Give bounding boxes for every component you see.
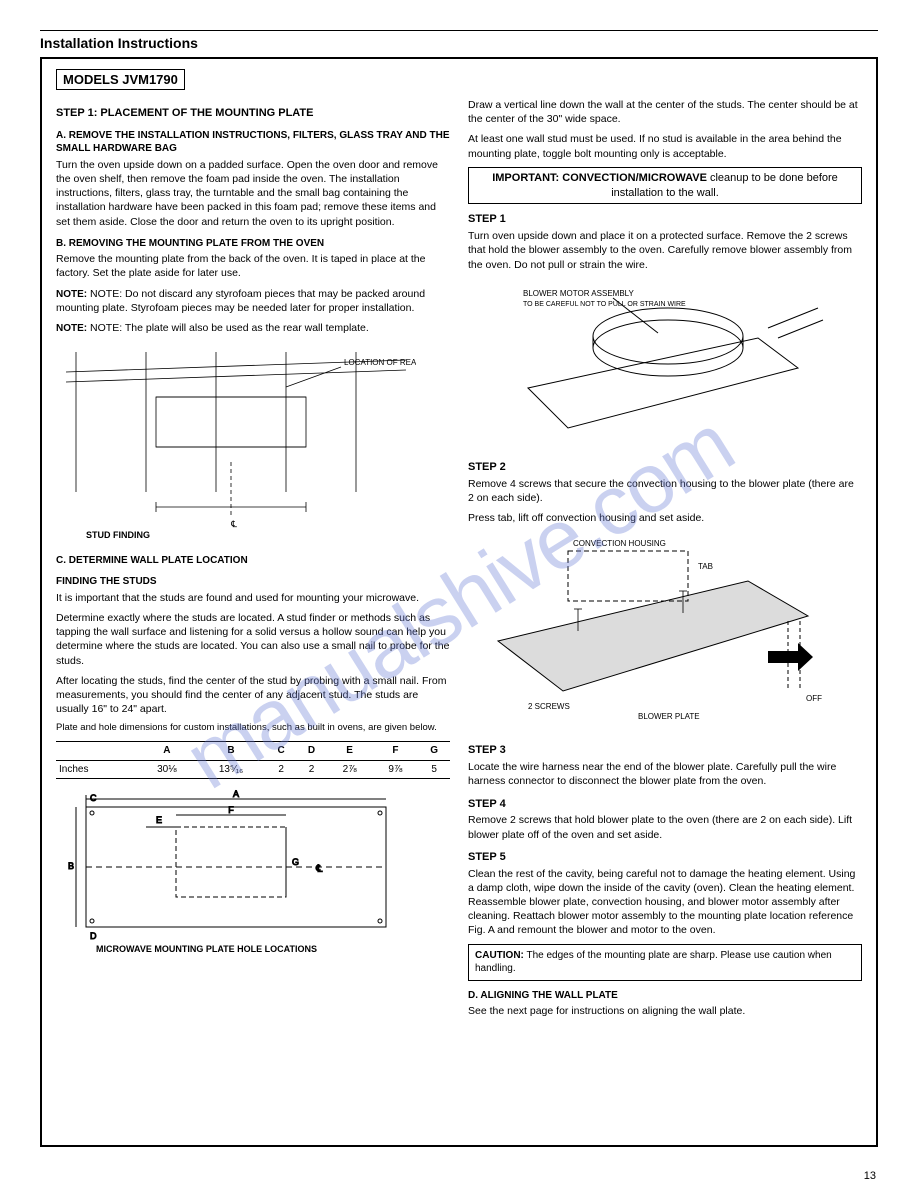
table-header: A bbox=[138, 742, 197, 761]
svg-text:F: F bbox=[228, 805, 234, 815]
r-step1-head: STEP 1 bbox=[468, 212, 862, 227]
table-header bbox=[56, 742, 138, 761]
svg-text:B: B bbox=[68, 861, 74, 871]
r-step1-body: Turn oven upside down and place it on a … bbox=[468, 229, 862, 272]
caution-box: CAUTION: The edges of the mounting plate… bbox=[468, 944, 862, 981]
table-header: G bbox=[418, 742, 450, 761]
r-step5-head: STEP 5 bbox=[468, 850, 862, 865]
sub-c-sub: FINDING THE STUDS bbox=[56, 575, 450, 589]
r-step3-body: Locate the wire harness near the end of … bbox=[468, 760, 862, 788]
dimensions-table: A B C D E F G Inches 30⅛ 13⁵⁄₁₆ 2 2 2⅞ 9… bbox=[56, 741, 450, 779]
note-label: NOTE: bbox=[56, 323, 87, 334]
sub-d-heading: D. ALIGNING THE WALL PLATE bbox=[468, 989, 862, 1003]
housing-label: CONVECTION HOUSING bbox=[573, 539, 666, 548]
sub-c-body2: Determine exactly where the studs are lo… bbox=[56, 611, 450, 668]
blowerplate-label: BLOWER PLATE bbox=[638, 712, 700, 721]
r-step2-body1: Remove 4 screws that secure the convecti… bbox=[468, 477, 862, 505]
plate-dims-title: Plate and hole dimensions for custom ins… bbox=[56, 722, 450, 735]
sub-d-body: See the next page for instructions on al… bbox=[468, 1004, 862, 1018]
svg-text:E: E bbox=[156, 815, 162, 825]
models-box: MODELS JVM1790 bbox=[56, 69, 185, 90]
mounting-plate-svg: A F B C D E bbox=[56, 787, 416, 957]
convection-housing-svg: CONVECTION HOUSING TAB 2 SCREWS BLOWER P… bbox=[468, 531, 828, 731]
content-frame: MODELS JVM1790 STEP 1: PLACEMENT OF THE … bbox=[40, 57, 878, 1147]
off-label: OFF bbox=[806, 694, 822, 703]
table-header-row: A B C D E F G bbox=[56, 742, 450, 761]
table-row: Inches 30⅛ 13⁵⁄₁₆ 2 2 2⅞ 9⅞ 5 bbox=[56, 760, 450, 779]
step1-heading: STEP 1: PLACEMENT OF THE MOUNTING PLATE bbox=[56, 106, 450, 121]
two-column-layout: STEP 1: PLACEMENT OF THE MOUNTING PLATE … bbox=[56, 98, 862, 1160]
mounting-plate-figure: A F B C D E bbox=[56, 787, 450, 961]
table-header: D bbox=[296, 742, 326, 761]
stud-diagram-svg: ℄ LOCATION OF REAR OPENING FOR RECIRCULA… bbox=[56, 342, 416, 542]
svg-text:G: G bbox=[292, 857, 299, 867]
page-title: Installation Instructions bbox=[40, 35, 878, 51]
sub-c-heading: C. DETERMINE WALL PLATE LOCATION bbox=[56, 554, 450, 568]
r-step2-body2: Press tab, lift off convection housing a… bbox=[468, 511, 862, 525]
svg-text:D: D bbox=[90, 931, 97, 941]
table-cell: 13⁵⁄₁₆ bbox=[196, 760, 266, 779]
page-number: 13 bbox=[864, 1170, 876, 1182]
cleanup-bold: IMPORTANT: CONVECTION/MICROWAVE bbox=[492, 172, 707, 184]
note-label: NOTE: bbox=[56, 289, 87, 300]
sub-b-heading: B. REMOVING THE MOUNTING PLATE FROM THE … bbox=[56, 237, 450, 251]
stud-finding-label: STUD FINDING bbox=[86, 530, 150, 540]
table-header: C bbox=[266, 742, 296, 761]
table-cell: 2⅞ bbox=[327, 760, 373, 779]
right-intro2: At least one wall stud must be used. If … bbox=[468, 132, 862, 160]
svg-text:C: C bbox=[90, 793, 97, 803]
blower-motor-note: TO BE CAREFUL NOT TO PULL OR STRAIN WIRE bbox=[523, 301, 686, 308]
table-header: B bbox=[196, 742, 266, 761]
sub-a-body: Turn the oven upside down on a padded su… bbox=[56, 158, 450, 229]
fig-a-location-label: LOCATION OF REAR OPENING FOR RECIRCULATI… bbox=[344, 358, 416, 367]
sub-c-body3: After locating the studs, find the cente… bbox=[56, 674, 450, 717]
right-column: Draw a vertical line down the wall at th… bbox=[468, 98, 862, 1160]
table-cell: 30⅛ bbox=[138, 760, 197, 779]
table-cell: Inches bbox=[56, 760, 138, 779]
r-step3-head: STEP 3 bbox=[468, 743, 862, 758]
table-cell: 2 bbox=[266, 760, 296, 779]
sub-b-note1: NOTE: Do not discard any styrofoam piece… bbox=[56, 288, 425, 315]
table-cell: 5 bbox=[418, 760, 450, 779]
left-column: STEP 1: PLACEMENT OF THE MOUNTING PLATE … bbox=[56, 98, 450, 1160]
r-step5-body: Clean the rest of the cavity, being care… bbox=[468, 867, 862, 938]
table-cell: 9⅞ bbox=[373, 760, 419, 779]
caution-word: CAUTION: bbox=[475, 950, 524, 961]
svg-text:℄: ℄ bbox=[230, 519, 237, 529]
svg-text:A: A bbox=[233, 789, 239, 799]
tab-label: TAB bbox=[698, 562, 713, 571]
r-step4-body: Remove 2 screws that hold blower plate t… bbox=[468, 813, 862, 841]
sub-c-body1: It is important that the studs are found… bbox=[56, 591, 450, 605]
convection-housing-figure: CONVECTION HOUSING TAB 2 SCREWS BLOWER P… bbox=[468, 531, 862, 735]
r-step2-head: STEP 2 bbox=[468, 460, 862, 475]
plate-caption: MICROWAVE MOUNTING PLATE HOLE LOCATIONS bbox=[96, 944, 317, 954]
caution-body: The edges of the mounting plate are shar… bbox=[475, 950, 832, 975]
sub-b-note2: NOTE: The plate will also be used as the… bbox=[90, 322, 369, 334]
stud-finding-figure: ℄ LOCATION OF REAR OPENING FOR RECIRCULA… bbox=[56, 342, 450, 546]
screws-label: 2 SCREWS bbox=[528, 702, 570, 711]
blower-motor-figure: BLOWER MOTOR ASSEMBLY TO BE CAREFUL NOT … bbox=[468, 278, 862, 452]
blower-motor-caption: BLOWER MOTOR ASSEMBLY bbox=[523, 289, 635, 298]
table-header: E bbox=[327, 742, 373, 761]
sub-a-heading: A. REMOVE THE INSTALLATION INSTRUCTIONS,… bbox=[56, 129, 450, 156]
r-step4-head: STEP 4 bbox=[468, 797, 862, 812]
svg-text:℄: ℄ bbox=[315, 864, 323, 875]
table-header: F bbox=[373, 742, 419, 761]
right-intro: Draw a vertical line down the wall at th… bbox=[468, 98, 862, 126]
blower-motor-svg: BLOWER MOTOR ASSEMBLY TO BE CAREFUL NOT … bbox=[468, 278, 828, 448]
header-rule bbox=[40, 30, 878, 31]
cleanup-header-box: IMPORTANT: CONVECTION/MICROWAVE cleanup … bbox=[468, 167, 862, 205]
sub-b-body: Remove the mounting plate from the back … bbox=[56, 252, 450, 280]
table-cell: 2 bbox=[296, 760, 326, 779]
